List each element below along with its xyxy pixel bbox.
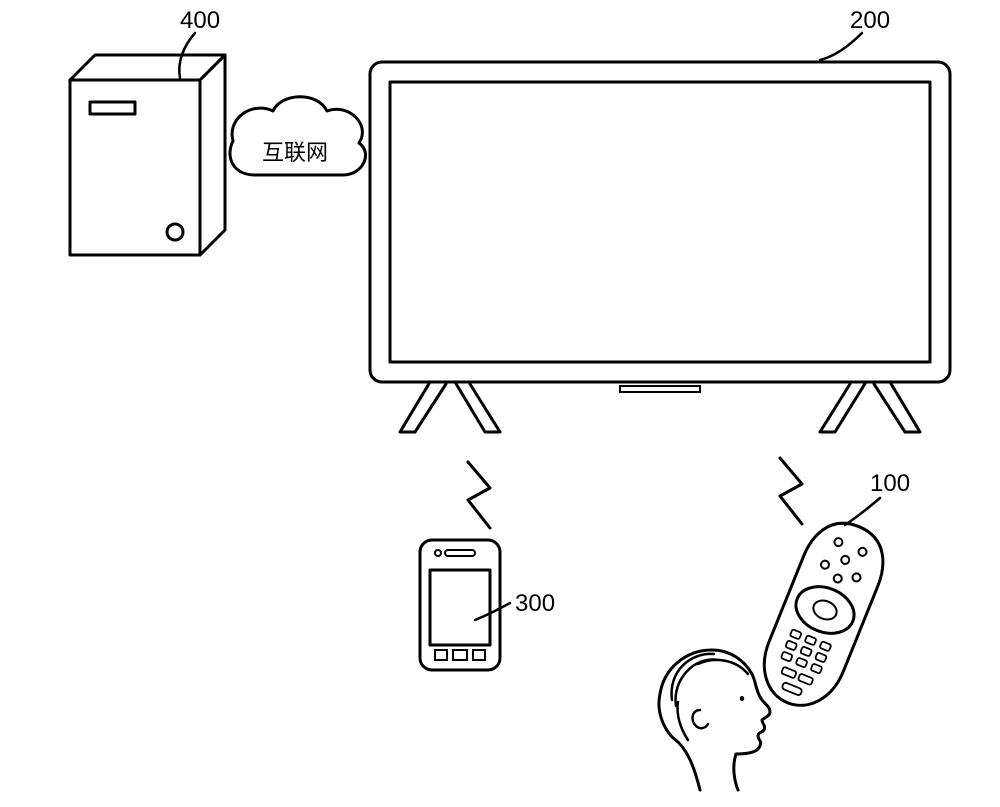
label-tv: 200 <box>850 7 890 35</box>
label-server: 400 <box>180 7 220 35</box>
diagram-svg <box>0 0 1000 807</box>
label-remote: 100 <box>870 470 910 498</box>
diagram-stage: 400 200 300 100 互联网 <box>0 0 1000 807</box>
label-cloud: 互联网 <box>262 135 328 167</box>
label-phone: 300 <box>515 590 555 618</box>
